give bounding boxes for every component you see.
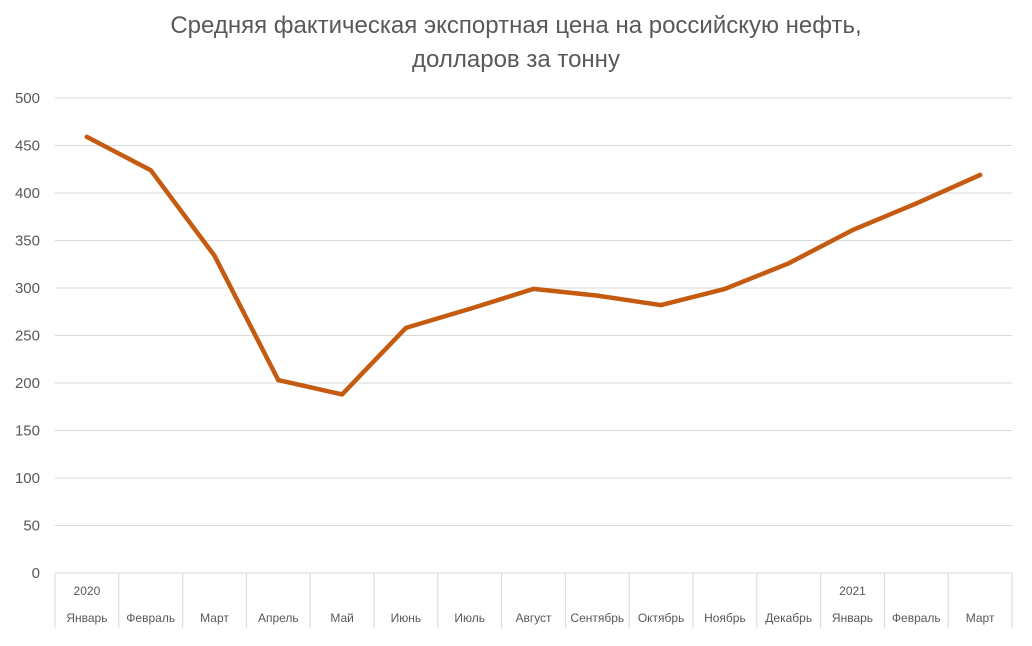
x-tick-label: Июль: [454, 611, 485, 625]
y-tick-label: 100: [15, 470, 40, 487]
gridlines: [55, 97, 1012, 574]
x-tick-label: Январь: [66, 611, 107, 625]
data-point-2: [212, 253, 217, 258]
x-year-label: 2020: [74, 584, 101, 598]
y-tick-label: 450: [15, 138, 40, 155]
x-tick-label: Апрель: [258, 611, 299, 625]
data-point-5: [403, 325, 409, 331]
x-tick-label: Март: [200, 611, 229, 625]
y-tick-label: 500: [15, 90, 40, 107]
y-axis: 0 50 100 150 200 250 300 350 400 450 500: [15, 90, 40, 582]
data-point-6: [467, 306, 472, 312]
x-axis: Январь Февраль Март Апрель Май Июнь Июль Август…: [54, 573, 1013, 628]
data-point-14: [977, 172, 983, 178]
data-point-8: [595, 293, 600, 298]
data-point-3: [276, 377, 281, 383]
data-point-9: [658, 302, 664, 308]
data-point-0: [84, 134, 90, 140]
x-tick-label: Ноябрь: [704, 611, 746, 625]
y-tick-label: 300: [15, 280, 40, 297]
chart-title-line-1: Средняя фактическая экспортная цена на р…: [170, 12, 861, 39]
series-line: [84, 134, 983, 397]
y-tick-label: 50: [23, 518, 40, 535]
data-point-1: [148, 168, 153, 173]
x-tick-label: Январь: [832, 611, 873, 625]
series-layer: [84, 134, 983, 397]
y-tick-label: 250: [15, 328, 40, 345]
x-tick-label: Август: [515, 611, 552, 625]
data-point-11: [786, 261, 791, 266]
data-point-12: [850, 227, 855, 233]
data-point-4: [339, 392, 345, 397]
chart-title-line-2: долларов за тонну: [412, 46, 620, 73]
data-point-13: [914, 201, 919, 206]
data-point-10: [722, 286, 728, 292]
x-tick-label: Март: [966, 611, 995, 625]
y-tick-label: 400: [15, 185, 40, 202]
y-tick-label: 0: [32, 565, 40, 582]
x-year-label: 2021: [839, 584, 866, 598]
x-tick-label: Февраль: [892, 611, 941, 625]
x-tick-label: Октябрь: [638, 611, 685, 625]
x-tick-label: Май: [330, 611, 354, 625]
x-tick-label: Сентябрь: [570, 611, 624, 625]
y-tick-label: 200: [15, 375, 40, 392]
x-tick-label: Февраль: [126, 611, 175, 625]
x-tick-label: Декабрь: [765, 611, 812, 625]
data-point-7: [531, 286, 536, 292]
y-tick-label: 350: [15, 233, 40, 250]
y-tick-label: 150: [15, 423, 40, 440]
x-tick-label: Июнь: [391, 611, 422, 625]
